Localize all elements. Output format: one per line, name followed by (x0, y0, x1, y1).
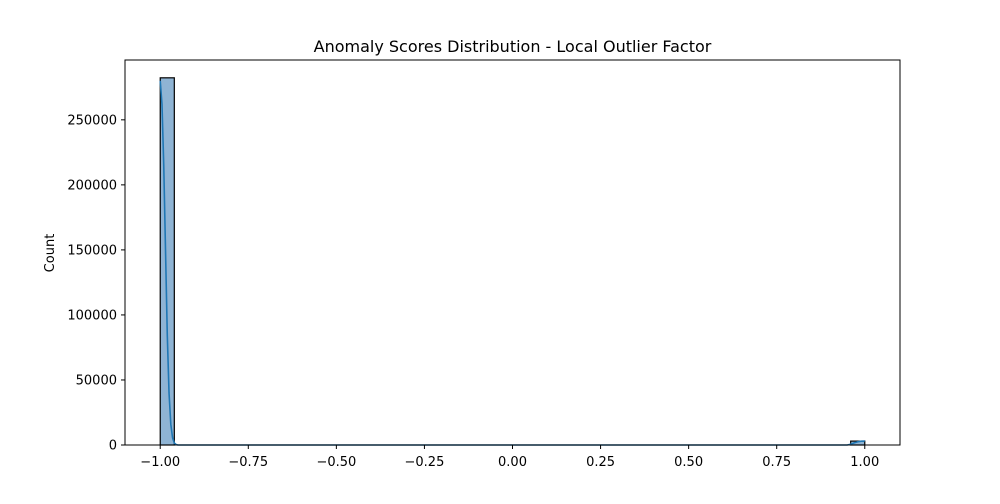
y-axis: 0 50000 100000 150000 200000 250000 (67, 113, 125, 454)
kde-layer (159, 80, 865, 446)
y-tick-label: 250000 (67, 113, 117, 128)
x-tick-label: 0.50 (674, 455, 703, 470)
chart-title: Anomaly Scores Distribution - Local Outl… (314, 37, 712, 56)
y-tick-label: 200000 (67, 178, 117, 193)
y-tick-label: 150000 (67, 243, 117, 258)
plot-area-frame (124, 59, 901, 446)
x-tick-label: 0.00 (498, 455, 527, 470)
x-axis: −1.00 −0.75 −0.50 −0.25 0.00 0.25 0.50 0.75 1.00 (140, 445, 879, 470)
x-tick-label: −0.25 (405, 455, 445, 470)
y-axis-label: Count (43, 234, 58, 273)
x-tick-label: −0.75 (228, 455, 268, 470)
x-tick-label: 0.75 (762, 455, 791, 470)
x-tick-label: −1.00 (140, 455, 180, 470)
y-tick-label: 100000 (67, 308, 117, 323)
kde-line (159, 80, 865, 446)
y-tick-label: 50000 (76, 373, 117, 388)
x-tick-label: 0.25 (586, 455, 615, 470)
x-tick-label: 1.00 (850, 455, 879, 470)
x-tick-label: −0.50 (316, 455, 356, 470)
y-tick-label: 0 (109, 439, 117, 454)
